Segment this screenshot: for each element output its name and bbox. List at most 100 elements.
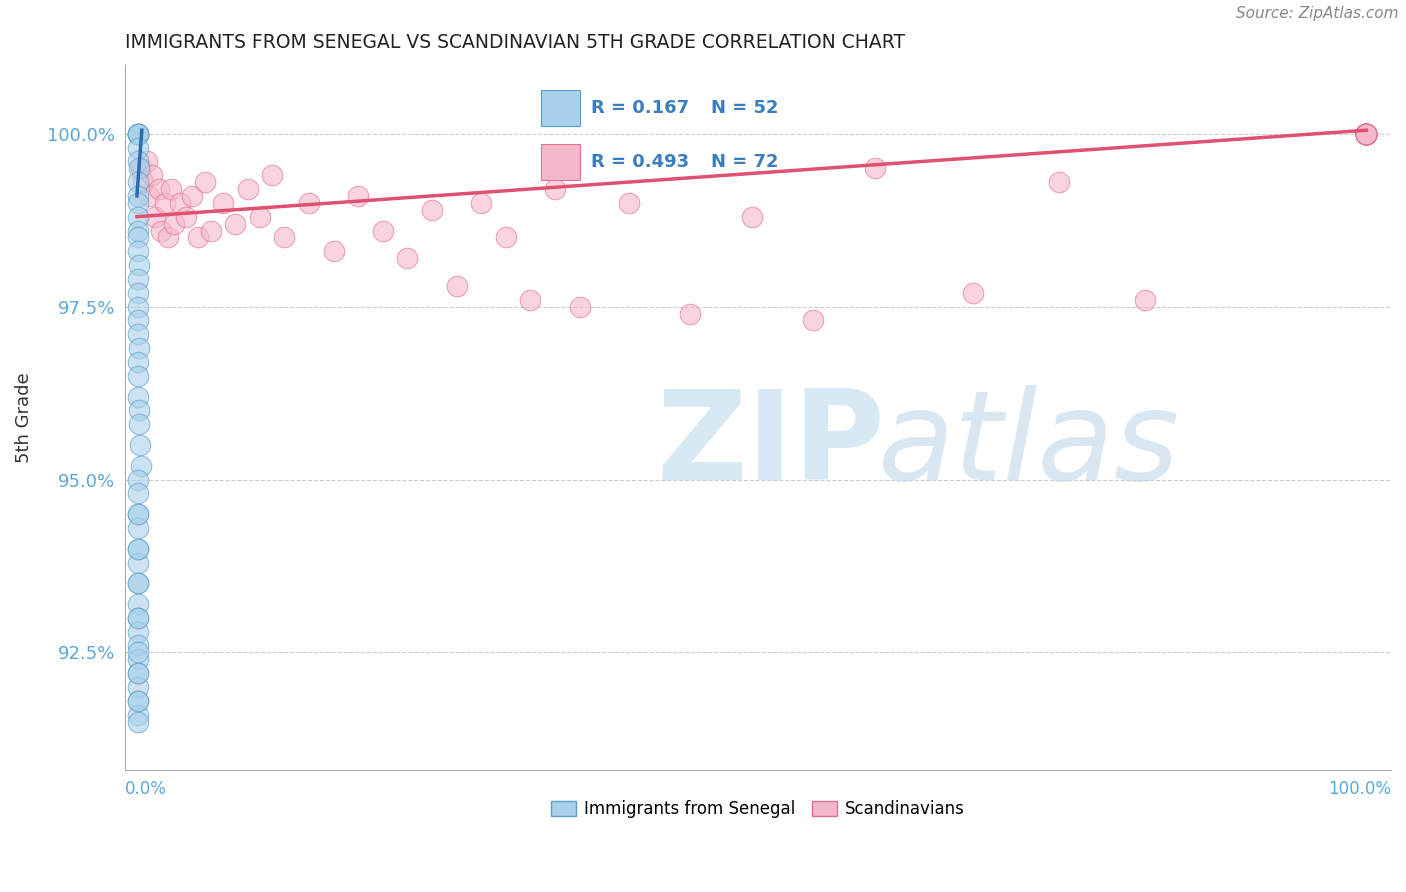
Point [127, 244, 149, 259]
Point [1355, 127, 1378, 141]
Point [1133, 293, 1156, 307]
Point [127, 680, 149, 694]
Point [1355, 127, 1378, 141]
Point [127, 285, 149, 300]
Point [298, 195, 321, 210]
Point [420, 202, 443, 217]
Point [128, 341, 150, 355]
Point [127, 272, 149, 286]
Point [127, 127, 149, 141]
Point [396, 251, 419, 265]
Point [127, 127, 149, 141]
Point [127, 154, 149, 169]
Point [132, 175, 155, 189]
Point [128, 417, 150, 432]
Point [129, 458, 152, 473]
Point [1355, 127, 1378, 141]
Point [1355, 127, 1378, 141]
Point [127, 210, 149, 224]
Point [127, 223, 149, 237]
Text: IMMIGRANTS FROM SENEGAL VS SCANDINAVIAN 5TH GRADE CORRELATION CHART: IMMIGRANTS FROM SENEGAL VS SCANDINAVIAN … [125, 33, 904, 52]
Point [495, 230, 517, 244]
Point [273, 230, 295, 244]
Point [1047, 175, 1070, 189]
Text: Source: ZipAtlas.com: Source: ZipAtlas.com [1236, 6, 1399, 21]
Text: 100.0%: 100.0% [1329, 780, 1391, 798]
Point [1355, 127, 1378, 141]
Point [1355, 127, 1378, 141]
Point [212, 195, 235, 210]
Point [617, 195, 640, 210]
Point [128, 403, 150, 417]
Point [127, 541, 149, 556]
Point [200, 223, 222, 237]
Point [262, 168, 284, 182]
Point [1355, 127, 1378, 141]
Point [127, 327, 149, 342]
Point [127, 189, 149, 203]
Point [1355, 127, 1378, 141]
Point [127, 175, 149, 189]
Point [127, 195, 149, 210]
Point [224, 217, 246, 231]
Point [127, 355, 149, 369]
Point [1355, 127, 1378, 141]
Point [143, 210, 166, 224]
Point [135, 154, 157, 169]
Point [148, 182, 170, 196]
Point [127, 507, 149, 521]
Point [519, 293, 541, 307]
Point [127, 507, 149, 521]
Text: 0.0%: 0.0% [125, 780, 166, 798]
Point [249, 210, 271, 224]
Point [181, 189, 204, 203]
Point [1355, 127, 1378, 141]
Point [127, 230, 149, 244]
Point [128, 258, 150, 272]
Point [801, 313, 824, 327]
Point [127, 140, 149, 154]
Point [1355, 127, 1378, 141]
Point [1355, 127, 1378, 141]
Point [470, 195, 492, 210]
Point [1355, 127, 1378, 141]
Point [150, 223, 173, 237]
Point [127, 666, 149, 681]
Point [1355, 127, 1378, 141]
Point [568, 300, 591, 314]
Point [127, 666, 149, 681]
Point [1355, 127, 1378, 141]
Point [679, 306, 702, 320]
Point [236, 182, 259, 196]
Point [127, 127, 149, 141]
Point [127, 368, 149, 383]
Point [127, 597, 149, 611]
Point [1355, 127, 1378, 141]
Point [322, 244, 344, 259]
Point [1355, 127, 1378, 141]
Point [127, 313, 149, 327]
Point [127, 707, 149, 722]
Point [127, 541, 149, 556]
Point [962, 285, 984, 300]
Point [127, 390, 149, 404]
Text: ZIP: ZIP [657, 385, 886, 506]
Point [127, 521, 149, 535]
Point [544, 182, 567, 196]
Point [129, 438, 152, 452]
Point [1355, 127, 1378, 141]
Point [129, 161, 152, 176]
Point [127, 486, 149, 500]
Point [127, 714, 149, 729]
Point [127, 624, 149, 639]
Point [127, 694, 149, 708]
Point [138, 189, 160, 203]
Point [141, 168, 163, 182]
Legend: Immigrants from Senegal, Scandinavians: Immigrants from Senegal, Scandinavians [544, 794, 972, 825]
Point [1355, 127, 1378, 141]
Point [153, 195, 176, 210]
Y-axis label: 5th Grade: 5th Grade [15, 372, 32, 463]
Point [1355, 127, 1378, 141]
Point [1355, 127, 1378, 141]
Point [127, 645, 149, 659]
